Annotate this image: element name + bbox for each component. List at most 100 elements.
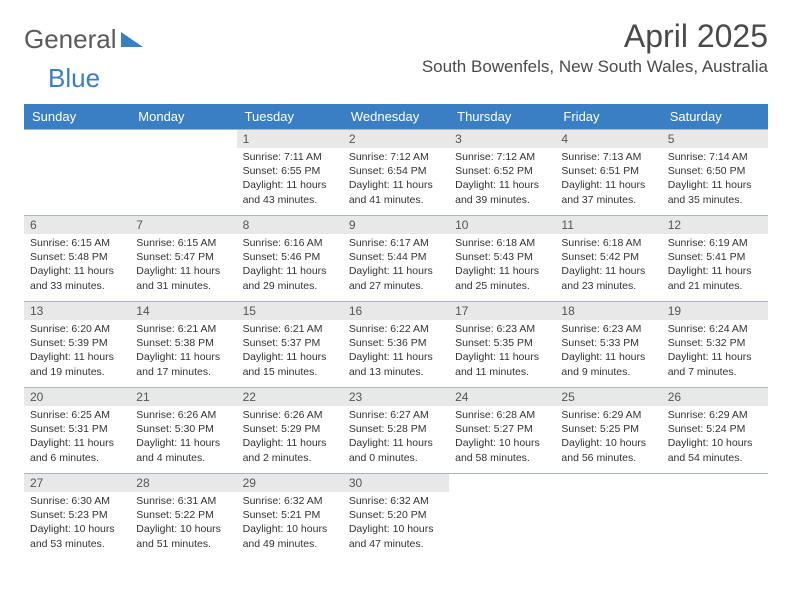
day-details: Sunrise: 7:12 AMSunset: 6:54 PMDaylight:… [343,148,449,211]
day-number: 20 [24,388,130,406]
day-details: Sunrise: 6:23 AMSunset: 5:35 PMDaylight:… [449,320,555,383]
calendar-day-cell [555,474,661,560]
day-details: Sunrise: 6:15 AMSunset: 5:48 PMDaylight:… [24,234,130,297]
weekday-header: Sunday [24,104,130,130]
day-details: Sunrise: 6:20 AMSunset: 5:39 PMDaylight:… [24,320,130,383]
page-title: April 2025 [422,18,768,55]
day-details: Sunrise: 6:21 AMSunset: 5:38 PMDaylight:… [130,320,236,383]
calendar-day-cell: 6Sunrise: 6:15 AMSunset: 5:48 PMDaylight… [24,216,130,302]
calendar-day-cell: 24Sunrise: 6:28 AMSunset: 5:27 PMDayligh… [449,388,555,474]
calendar-day-cell: 30Sunrise: 6:32 AMSunset: 5:20 PMDayligh… [343,474,449,560]
calendar-day-cell [662,474,768,560]
day-details: Sunrise: 6:16 AMSunset: 5:46 PMDaylight:… [237,234,343,297]
calendar-day-cell: 2Sunrise: 7:12 AMSunset: 6:54 PMDaylight… [343,130,449,216]
calendar-day-cell: 10Sunrise: 6:18 AMSunset: 5:43 PMDayligh… [449,216,555,302]
weekday-header: Monday [130,104,236,130]
calendar-day-cell: 19Sunrise: 6:24 AMSunset: 5:32 PMDayligh… [662,302,768,388]
day-details: Sunrise: 6:25 AMSunset: 5:31 PMDaylight:… [24,406,130,469]
calendar-day-cell: 3Sunrise: 7:12 AMSunset: 6:52 PMDaylight… [449,130,555,216]
day-number: 16 [343,302,449,320]
calendar-day-cell: 20Sunrise: 6:25 AMSunset: 5:31 PMDayligh… [24,388,130,474]
calendar-day-cell: 8Sunrise: 6:16 AMSunset: 5:46 PMDaylight… [237,216,343,302]
day-details: Sunrise: 6:29 AMSunset: 5:25 PMDaylight:… [555,406,661,469]
day-details: Sunrise: 6:28 AMSunset: 5:27 PMDaylight:… [449,406,555,469]
day-number: 30 [343,474,449,492]
day-number: 13 [24,302,130,320]
day-number: 4 [555,130,661,148]
calendar-day-cell: 25Sunrise: 6:29 AMSunset: 5:25 PMDayligh… [555,388,661,474]
title-block: April 2025 South Bowenfels, New South Wa… [422,18,768,77]
day-details: Sunrise: 7:14 AMSunset: 6:50 PMDaylight:… [662,148,768,211]
calendar-week-row: 6Sunrise: 6:15 AMSunset: 5:48 PMDaylight… [24,216,768,302]
calendar-day-cell: 21Sunrise: 6:26 AMSunset: 5:30 PMDayligh… [130,388,236,474]
calendar-day-cell: 22Sunrise: 6:26 AMSunset: 5:29 PMDayligh… [237,388,343,474]
calendar-day-cell: 13Sunrise: 6:20 AMSunset: 5:39 PMDayligh… [24,302,130,388]
calendar-day-cell: 16Sunrise: 6:22 AMSunset: 5:36 PMDayligh… [343,302,449,388]
day-number: 17 [449,302,555,320]
day-details: Sunrise: 6:17 AMSunset: 5:44 PMDaylight:… [343,234,449,297]
calendar-day-cell: 11Sunrise: 6:18 AMSunset: 5:42 PMDayligh… [555,216,661,302]
day-number: 5 [662,130,768,148]
day-number: 11 [555,216,661,234]
calendar-day-cell: 28Sunrise: 6:31 AMSunset: 5:22 PMDayligh… [130,474,236,560]
day-details: Sunrise: 6:26 AMSunset: 5:30 PMDaylight:… [130,406,236,469]
day-number: 22 [237,388,343,406]
weekday-header: Saturday [662,104,768,130]
calendar-day-cell: 1Sunrise: 7:11 AMSunset: 6:55 PMDaylight… [237,130,343,216]
day-details: Sunrise: 6:27 AMSunset: 5:28 PMDaylight:… [343,406,449,469]
day-number: 7 [130,216,236,234]
weekday-header: Friday [555,104,661,130]
day-details: Sunrise: 6:19 AMSunset: 5:41 PMDaylight:… [662,234,768,297]
calendar-week-row: 13Sunrise: 6:20 AMSunset: 5:39 PMDayligh… [24,302,768,388]
day-details: Sunrise: 6:29 AMSunset: 5:24 PMDaylight:… [662,406,768,469]
calendar-day-cell: 5Sunrise: 7:14 AMSunset: 6:50 PMDaylight… [662,130,768,216]
logo: General [24,18,145,55]
calendar-day-cell: 7Sunrise: 6:15 AMSunset: 5:47 PMDaylight… [130,216,236,302]
day-details: Sunrise: 7:13 AMSunset: 6:51 PMDaylight:… [555,148,661,211]
day-number: 19 [662,302,768,320]
day-details: Sunrise: 6:21 AMSunset: 5:37 PMDaylight:… [237,320,343,383]
calendar-day-cell: 23Sunrise: 6:27 AMSunset: 5:28 PMDayligh… [343,388,449,474]
calendar-week-row: 27Sunrise: 6:30 AMSunset: 5:23 PMDayligh… [24,474,768,560]
day-number: 8 [237,216,343,234]
day-details: Sunrise: 6:31 AMSunset: 5:22 PMDaylight:… [130,492,236,555]
calendar-day-cell: 17Sunrise: 6:23 AMSunset: 5:35 PMDayligh… [449,302,555,388]
day-number: 2 [343,130,449,148]
day-number: 1 [237,130,343,148]
calendar-day-cell: 4Sunrise: 7:13 AMSunset: 6:51 PMDaylight… [555,130,661,216]
calendar-day-cell: 29Sunrise: 6:32 AMSunset: 5:21 PMDayligh… [237,474,343,560]
day-details: Sunrise: 6:30 AMSunset: 5:23 PMDaylight:… [24,492,130,555]
calendar-day-cell: 12Sunrise: 6:19 AMSunset: 5:41 PMDayligh… [662,216,768,302]
logo-text-general: General [24,24,117,55]
weekday-row: Sunday Monday Tuesday Wednesday Thursday… [24,104,768,130]
calendar-day-cell: 27Sunrise: 6:30 AMSunset: 5:23 PMDayligh… [24,474,130,560]
day-number: 23 [343,388,449,406]
calendar-day-cell: 14Sunrise: 6:21 AMSunset: 5:38 PMDayligh… [130,302,236,388]
day-number: 10 [449,216,555,234]
day-number: 21 [130,388,236,406]
logo-triangle-icon [121,32,143,47]
calendar-day-cell [24,130,130,216]
calendar-day-cell: 15Sunrise: 6:21 AMSunset: 5:37 PMDayligh… [237,302,343,388]
calendar-day-cell: 18Sunrise: 6:23 AMSunset: 5:33 PMDayligh… [555,302,661,388]
day-number: 6 [24,216,130,234]
calendar-body: 1Sunrise: 7:11 AMSunset: 6:55 PMDaylight… [24,130,768,560]
day-details: Sunrise: 6:22 AMSunset: 5:36 PMDaylight:… [343,320,449,383]
day-number: 9 [343,216,449,234]
day-number: 15 [237,302,343,320]
day-number: 29 [237,474,343,492]
day-details: Sunrise: 6:15 AMSunset: 5:47 PMDaylight:… [130,234,236,297]
logo-text-blue: Blue [48,63,100,93]
day-details: Sunrise: 6:23 AMSunset: 5:33 PMDaylight:… [555,320,661,383]
day-details: Sunrise: 6:32 AMSunset: 5:21 PMDaylight:… [237,492,343,555]
day-number: 28 [130,474,236,492]
calendar-day-cell [130,130,236,216]
day-number: 24 [449,388,555,406]
day-details: Sunrise: 6:18 AMSunset: 5:43 PMDaylight:… [449,234,555,297]
location-subtitle: South Bowenfels, New South Wales, Austra… [422,57,768,77]
day-number: 27 [24,474,130,492]
calendar-table: Sunday Monday Tuesday Wednesday Thursday… [24,104,768,560]
calendar-day-cell [449,474,555,560]
calendar-day-cell: 26Sunrise: 6:29 AMSunset: 5:24 PMDayligh… [662,388,768,474]
day-details: Sunrise: 6:32 AMSunset: 5:20 PMDaylight:… [343,492,449,555]
